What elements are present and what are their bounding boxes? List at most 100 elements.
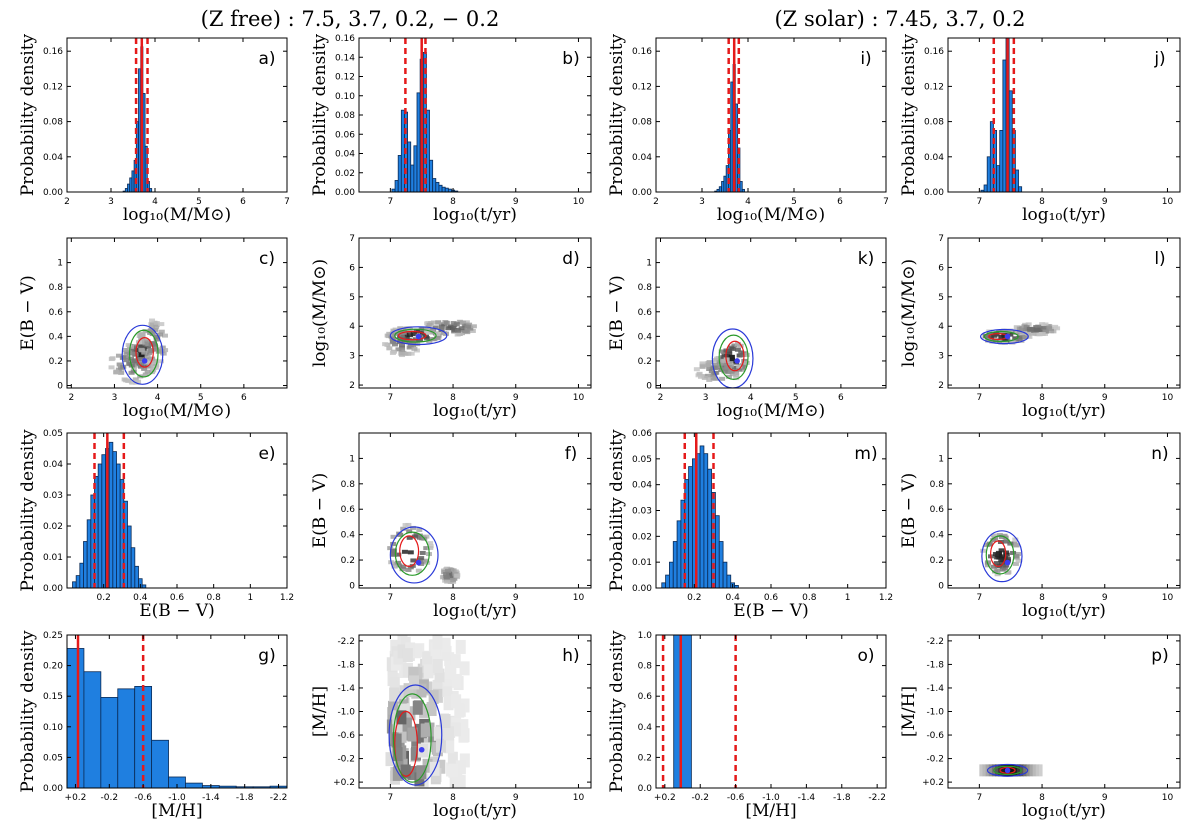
density-cell	[157, 359, 164, 364]
density-cell	[136, 340, 143, 345]
density-cell	[431, 337, 438, 342]
x-tick-label: 7	[387, 197, 393, 207]
density-cell	[392, 747, 403, 762]
density-cell	[127, 356, 134, 361]
histogram-bar	[116, 463, 121, 588]
x-tick-label: -1.0	[762, 793, 780, 803]
panel-h: 7 8 9 10 +0.2 -0.2 -0.6 -1.0 -1.4 -1.8 -2.2 log₁₀(t…	[310, 634, 592, 821]
density-cell	[386, 346, 393, 351]
density-cell	[440, 646, 451, 661]
y-tick-label: 0.16	[335, 34, 355, 44]
density-cell	[713, 370, 720, 375]
density-cell	[737, 343, 744, 348]
density-cell	[138, 332, 145, 337]
density-cell	[432, 659, 443, 674]
histogram-bar	[397, 155, 402, 192]
panel-label: n)	[1151, 444, 1168, 464]
density-cell	[443, 572, 450, 577]
density-cell	[152, 347, 159, 352]
y-tick-label: 7	[349, 234, 355, 244]
x-tick-label: 3	[703, 393, 709, 403]
density-cell	[697, 374, 704, 379]
density-cell	[724, 365, 731, 370]
y-tick-label: 5	[938, 293, 944, 303]
plot-area	[693, 328, 754, 388]
density-cell	[426, 701, 437, 716]
density-cell	[712, 358, 719, 363]
x-tick-label: 0.6	[170, 593, 185, 603]
x-tick-label: -1.8	[833, 793, 851, 803]
histogram-bar	[151, 739, 169, 788]
y-tick-label: 0.8	[638, 662, 653, 672]
axes-frame	[358, 37, 592, 193]
density-cell	[453, 322, 460, 327]
plot-area	[979, 763, 1043, 777]
density-cell	[144, 369, 151, 374]
density-cell	[416, 527, 423, 532]
x-tick-label: -0.6	[727, 793, 745, 803]
x-tick-label: 9	[513, 593, 519, 603]
density-cell	[1010, 764, 1015, 777]
density-cell	[1013, 553, 1020, 558]
contour-inner	[135, 336, 154, 368]
x-tick-label: -2.2	[868, 793, 886, 803]
histogram-bar	[1008, 90, 1013, 192]
y-tick-label: 0.2	[638, 753, 652, 763]
density-cell	[133, 348, 140, 353]
histogram-bar	[726, 574, 732, 588]
histogram-bar	[394, 180, 399, 192]
density-cell	[148, 349, 155, 354]
histogram-bar	[432, 178, 437, 192]
x-axis-label: log₁₀(t/yr)	[1022, 601, 1106, 621]
density-cell	[1001, 533, 1008, 538]
density-cell	[389, 677, 400, 692]
density-cell	[411, 534, 418, 539]
density-cell	[399, 567, 406, 572]
density-cell	[414, 723, 425, 738]
density-cell	[731, 343, 738, 348]
y-tick-label: 0.8	[930, 480, 945, 490]
y-tick-label: 0.03	[632, 507, 652, 517]
contour-inner	[999, 766, 1016, 774]
density-cell	[407, 727, 418, 742]
density-cell	[129, 380, 136, 385]
y-tick-label: 1	[646, 259, 652, 269]
density-cell	[402, 333, 409, 338]
density-cell	[1007, 541, 1014, 546]
y-tick-label: -1.0	[337, 708, 355, 718]
y-tick-label: -1.4	[337, 684, 355, 694]
density-cell	[991, 564, 998, 569]
density-cell	[1035, 324, 1042, 329]
y-tick-label: 0.08	[335, 111, 355, 121]
x-tick-label: 7	[883, 197, 889, 207]
density-cell	[440, 637, 451, 652]
density-cell	[728, 354, 735, 359]
density-cell	[983, 334, 990, 339]
density-cell	[1013, 325, 1020, 330]
panel-k: 2 3 4 5 6 0 0.2 0.4 0.6 0.8 1 log₁₀(M/M⊙) E(B − V) k)	[607, 237, 887, 421]
density-cell	[411, 684, 422, 699]
x-tick-label: 5	[198, 393, 204, 403]
density-cell	[390, 534, 397, 539]
x-axis-label: E(B − V)	[733, 601, 809, 621]
y-tick-label: 0	[57, 382, 63, 392]
density-cell	[416, 731, 427, 746]
density-cell	[158, 329, 165, 334]
panel-j: 7 8 9 10 0.00 0.04 0.08 0.12 0.16 log₁₀(t/yr) Prob…	[899, 33, 1181, 225]
density-cell	[998, 554, 1005, 559]
x-tick-label: 3	[699, 197, 705, 207]
density-cell	[424, 722, 435, 737]
density-cell	[979, 764, 983, 777]
density-cell	[1025, 331, 1032, 336]
x-tick-label: 1	[845, 593, 851, 603]
density-cell	[139, 348, 146, 353]
density-cell	[1052, 324, 1059, 329]
y-tick-label: -2.2	[926, 637, 944, 647]
density-cell	[448, 567, 455, 572]
best-fit-point	[415, 559, 422, 566]
histogram-bar	[1002, 59, 1007, 192]
histogram-bar	[665, 574, 670, 588]
contour-inner	[725, 340, 745, 372]
density-cell	[998, 548, 1005, 553]
y-tick-label: 0.15	[43, 692, 63, 702]
